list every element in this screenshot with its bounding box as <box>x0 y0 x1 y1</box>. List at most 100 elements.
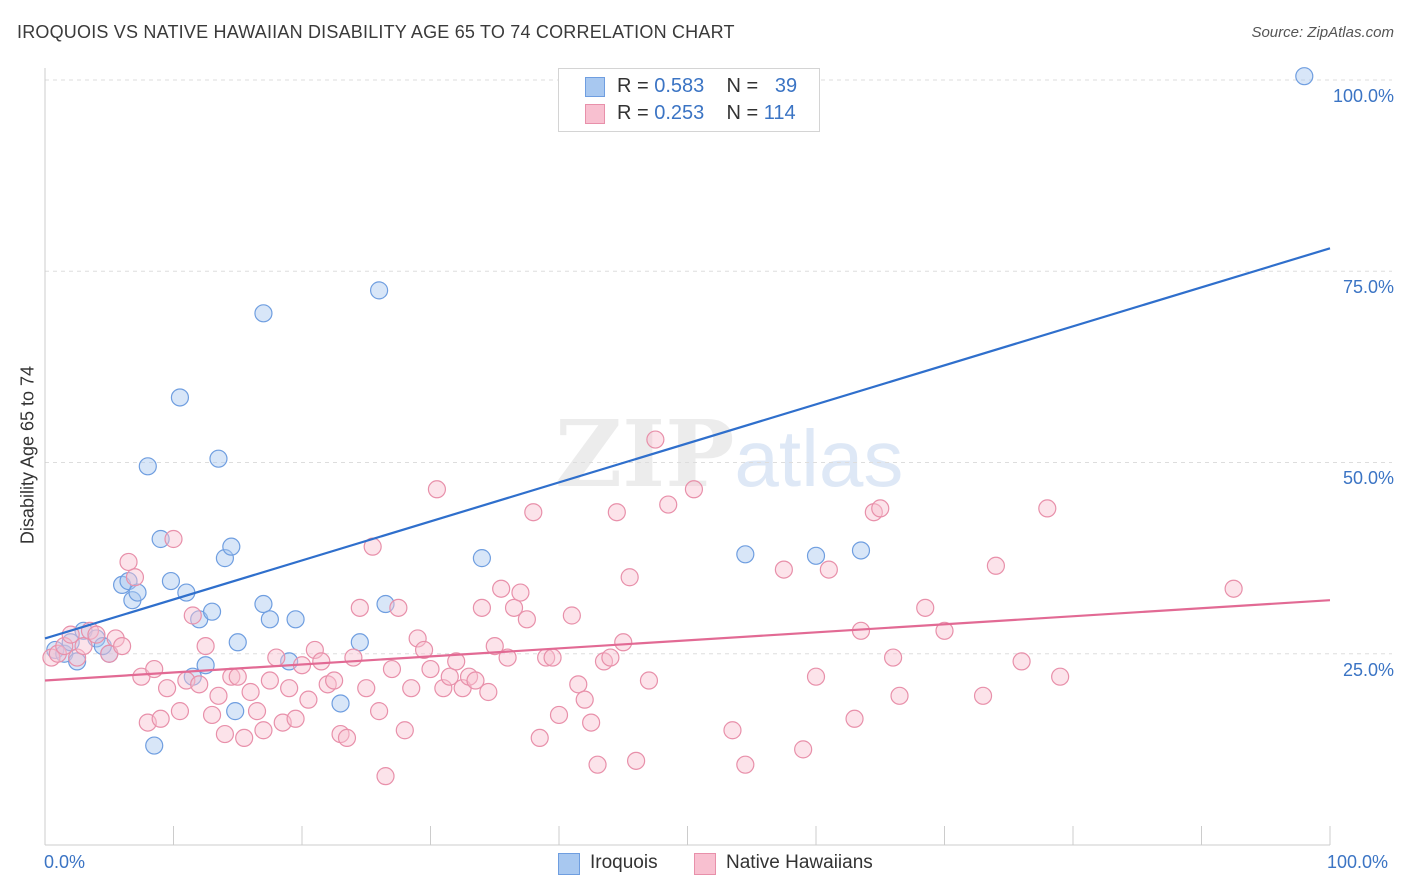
point-iroquois <box>145 736 164 755</box>
point-native-hawaiians <box>1012 652 1031 671</box>
point-native-hawaiians <box>196 636 215 656</box>
point-iroquois <box>331 694 350 713</box>
point-native-hawaiians <box>344 648 363 667</box>
point-native-hawaiians <box>794 740 813 759</box>
point-native-hawaiians <box>639 671 659 690</box>
point-iroquois <box>209 449 228 468</box>
legend-swatch-native-hawaiians <box>585 104 605 124</box>
point-native-hawaiians <box>267 648 286 667</box>
point-native-hawaiians <box>247 702 267 721</box>
point-native-hawaiians <box>235 728 254 748</box>
point-native-hawaiians <box>421 659 440 679</box>
point-iroquois <box>286 610 305 629</box>
point-native-hawaiians <box>736 755 755 774</box>
legend-swatch-iroquois <box>585 77 605 97</box>
point-native-hawaiians <box>440 667 459 686</box>
point-iroquois <box>138 457 157 476</box>
point-native-hawaiians <box>723 721 742 740</box>
point-native-hawaiians <box>254 721 273 740</box>
point-native-hawaiians <box>202 705 222 725</box>
point-native-hawaiians <box>74 636 93 656</box>
point-native-hawaiians <box>408 629 427 648</box>
trend-line-native-hawaiians <box>44 599 1331 682</box>
point-native-hawaiians <box>215 724 234 744</box>
point-native-hawaiians <box>524 503 543 522</box>
point-native-hawaiians <box>119 552 138 572</box>
point-iroquois <box>151 529 170 549</box>
point-native-hawaiians <box>582 713 601 732</box>
point-native-hawaiians <box>614 633 633 652</box>
point-native-hawaiians <box>376 767 395 786</box>
point-native-hawaiians <box>286 709 305 728</box>
y-tick-label: 25.0% <box>1342 660 1394 680</box>
point-native-hawaiians <box>170 702 190 721</box>
point-native-hawaiians <box>935 621 954 640</box>
point-native-hawaiians <box>569 675 588 694</box>
point-native-hawaiians <box>588 755 607 774</box>
point-iroquois <box>851 541 871 560</box>
point-iroquois <box>161 571 181 591</box>
point-iroquois <box>228 633 247 652</box>
point-iroquois <box>177 583 196 602</box>
point-native-hawaiians <box>973 686 993 705</box>
point-iroquois <box>215 549 234 568</box>
point-native-hawaiians <box>492 579 511 598</box>
point-native-hawaiians <box>607 503 626 522</box>
point-native-hawaiians <box>806 667 826 686</box>
point-native-hawaiians <box>890 686 909 705</box>
point-native-hawaiians <box>157 679 177 698</box>
point-native-hawaiians <box>112 636 132 656</box>
point-native-hawaiians <box>530 728 549 748</box>
trend-line-iroquois <box>44 247 1331 640</box>
point-native-hawaiians <box>883 648 903 667</box>
point-native-hawaiians <box>1051 667 1070 686</box>
point-native-hawaiians <box>427 480 447 499</box>
point-native-hawaiians <box>325 671 344 690</box>
y-tick-label: 100.0% <box>1332 86 1394 106</box>
point-native-hawaiians <box>511 583 530 602</box>
point-iroquois <box>226 702 245 721</box>
point-iroquois <box>254 304 273 323</box>
point-native-hawaiians <box>55 636 74 656</box>
point-native-hawaiians <box>684 480 704 499</box>
legend-n-label: N = <box>726 102 764 124</box>
point-native-hawaiians <box>389 598 408 617</box>
point-native-hawaiians <box>299 690 318 709</box>
point-iroquois <box>472 549 491 568</box>
point-native-hawaiians <box>575 690 594 709</box>
point-native-hawaiians <box>498 648 517 667</box>
point-native-hawaiians <box>1038 499 1057 518</box>
point-native-hawaiians <box>916 598 935 617</box>
source-label: Source: ZipAtlas.com <box>1251 24 1394 41</box>
legend-swatch-native-hawaiians <box>694 853 716 875</box>
point-iroquois <box>202 602 222 621</box>
point-iroquois <box>370 281 389 300</box>
point-native-hawaiians <box>466 671 485 690</box>
legend-r-label: R = <box>617 102 655 124</box>
point-native-hawaiians <box>414 640 434 660</box>
y-axis-label: Disability Age 65 to 74 <box>17 365 38 545</box>
point-native-hawaiians <box>504 598 524 617</box>
legend-n-value: 39 <box>774 75 798 97</box>
point-native-hawaiians <box>1224 579 1243 598</box>
watermark-zip: ZIP <box>555 400 735 508</box>
point-iroquois <box>170 388 190 407</box>
point-native-hawaiians <box>370 702 389 721</box>
point-native-hawaiians <box>395 721 414 740</box>
x-tick-label: 0.0% <box>44 852 86 872</box>
point-iroquois <box>222 537 241 556</box>
point-native-hawaiians <box>280 679 299 698</box>
stats-legend: R = 0.583 N = 39 R = 0.253 N = 114 <box>558 68 820 132</box>
point-native-hawaiians <box>659 495 678 514</box>
legend-r-value: 0.583 <box>654 75 705 97</box>
point-native-hawaiians <box>485 636 504 656</box>
point-iroquois <box>736 545 755 564</box>
watermark-atlas: atlas <box>734 414 904 503</box>
point-native-hawaiians <box>845 709 864 728</box>
point-native-hawaiians <box>402 679 421 698</box>
point-native-hawaiians <box>447 652 466 671</box>
point-native-hawaiians <box>350 598 369 617</box>
point-iroquois <box>350 633 369 652</box>
legend-label-native-hawaiians: Native Hawaiians <box>726 852 873 873</box>
